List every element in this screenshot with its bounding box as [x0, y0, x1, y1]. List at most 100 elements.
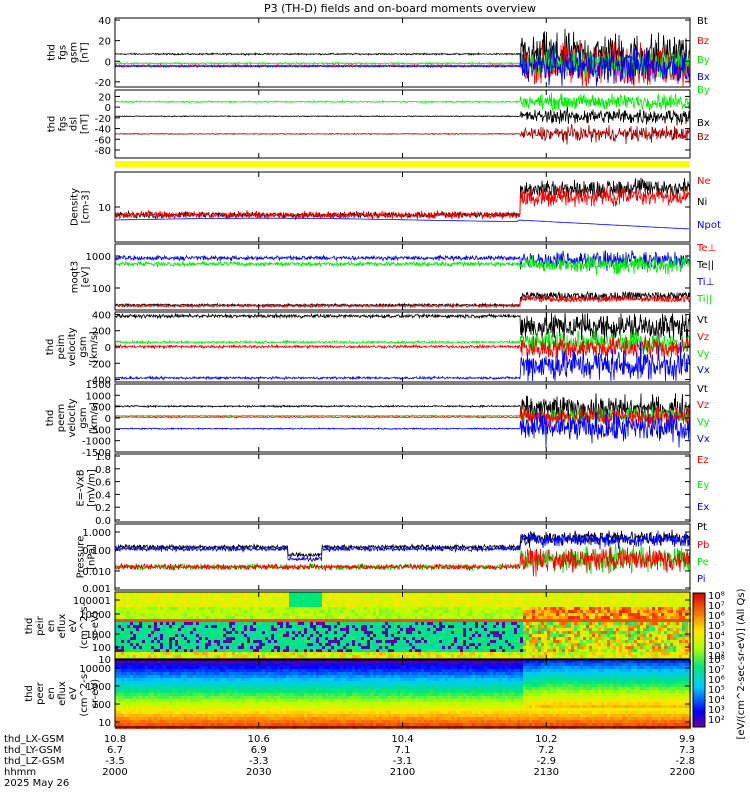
spectrogram-cell: [217, 646, 220, 649]
spectrogram-cell: [244, 631, 247, 634]
spectrogram-cell: [502, 646, 505, 649]
spectrogram-cell: [160, 655, 163, 658]
spectrogram-cell: [685, 643, 688, 646]
spectrogram-cell: [517, 655, 520, 658]
spectrogram-cell: [430, 637, 433, 640]
spectrogram-cell: [466, 604, 469, 607]
spectrogram-cell: [625, 637, 628, 640]
spectrogram-cell: [166, 601, 169, 604]
spectrogram-cell: [244, 604, 247, 607]
spectrogram-cell: [469, 607, 472, 610]
spectrogram-cell: [262, 613, 265, 616]
spectrogram-cell: [604, 655, 607, 658]
spectrogram-cell: [664, 595, 667, 598]
spectrogram-cell: [385, 631, 388, 634]
spectrogram-cell: [481, 616, 484, 619]
y-tick-label: 100: [92, 643, 111, 654]
spectrogram-cell: [343, 637, 346, 640]
spectrogram-cell: [565, 616, 568, 619]
spectrogram-cell: [208, 592, 211, 595]
spectrogram-cell: [565, 607, 568, 610]
spectrogram-cell: [142, 613, 145, 616]
spectrogram-cell: [406, 652, 409, 655]
spectrogram-cell: [541, 625, 544, 628]
spectrogram-cell: [130, 616, 133, 619]
spectrogram-cell: [577, 643, 580, 646]
spectrogram-cell: [400, 604, 403, 607]
spectrogram-cell: [289, 649, 292, 652]
spectrogram-cell: [229, 646, 232, 649]
spectrogram-cell: [454, 637, 457, 640]
spectrogram-cell: [208, 643, 211, 646]
spectrogram-cell: [349, 613, 352, 616]
spectrogram-cell: [580, 622, 583, 625]
spectrogram-cell: [637, 592, 640, 595]
spectrogram-cell: [175, 637, 178, 640]
spectrogram-cell: [649, 625, 652, 628]
spectrogram-cell: [379, 652, 382, 655]
spectrogram-cell: [565, 625, 568, 628]
spectrogram-cell: [673, 637, 676, 640]
spectrogram-cell: [298, 631, 301, 634]
spectrogram-cell: [445, 643, 448, 646]
spectrogram-cell: [376, 637, 379, 640]
spectrogram-cell: [310, 655, 313, 658]
spectrogram-cell: [331, 655, 334, 658]
spectrogram-cell: [388, 625, 391, 628]
spectrogram-cell: [295, 595, 298, 598]
spectrogram-cell: [628, 595, 631, 598]
spectrogram-cell: [505, 595, 508, 598]
spectrogram-cell: [355, 610, 358, 613]
spectrogram-cell: [574, 652, 577, 655]
spectrogram-cell: [592, 598, 595, 601]
spectrogram-cell: [349, 598, 352, 601]
spectrogram-cell: [352, 628, 355, 631]
spectrogram-cell: [517, 619, 520, 622]
spectrogram-cell: [589, 652, 592, 655]
spectrogram-cell: [343, 649, 346, 652]
spectrogram-cell: [208, 634, 211, 637]
spectrogram-cell: [397, 652, 400, 655]
spectrogram-cell: [409, 622, 412, 625]
spectrogram-cell: [232, 592, 235, 595]
spectrogram-cell: [670, 616, 673, 619]
spectrogram-cell: [649, 628, 652, 631]
spectrogram-cell: [148, 678, 151, 681]
spectrogram-cell: [355, 598, 358, 601]
spectrogram-cell: [142, 660, 145, 663]
spectrogram-cell: [628, 634, 631, 637]
spectrogram-cell: [313, 592, 316, 595]
spectrogram-cell: [277, 640, 280, 643]
spectrogram-cell: [304, 601, 307, 604]
spectrogram-cell: [154, 625, 157, 628]
y-tick-label: -40: [95, 125, 111, 136]
spectrogram-cell: [565, 655, 568, 658]
spectrogram-cell: [424, 616, 427, 619]
spectrogram-cell: [610, 616, 613, 619]
spectrogram-cell: [409, 631, 412, 634]
spectrogram-cell: [658, 610, 661, 613]
spectrogram-cell: [283, 613, 286, 616]
spectrogram-cell: [574, 604, 577, 607]
spectrogram-cell: [133, 696, 136, 699]
spectrogram-cell: [130, 702, 133, 705]
spectrogram-cell: [586, 607, 589, 610]
spectrogram-cell: [355, 628, 358, 631]
spectrogram-cell: [682, 646, 685, 649]
spectrogram-cell: [352, 643, 355, 646]
spectrogram-cell: [673, 646, 676, 649]
spectrogram-cell: [343, 610, 346, 613]
spectrogram-cell: [493, 610, 496, 613]
spectrogram-cell: [394, 604, 397, 607]
spectrogram-cell: [412, 610, 415, 613]
spectrogram-cell: [685, 616, 688, 619]
spectrogram-cell: [541, 619, 544, 622]
spectrogram-cell: [265, 601, 268, 604]
spectrogram-cell: [670, 592, 673, 595]
spectrogram-cell: [427, 640, 430, 643]
spectrogram-cell: [238, 592, 241, 595]
spectrogram-cell: [682, 655, 685, 658]
spectrogram-cell: [655, 640, 658, 643]
spectrogram-cell: [247, 634, 250, 637]
spectrogram-cell: [277, 622, 280, 625]
